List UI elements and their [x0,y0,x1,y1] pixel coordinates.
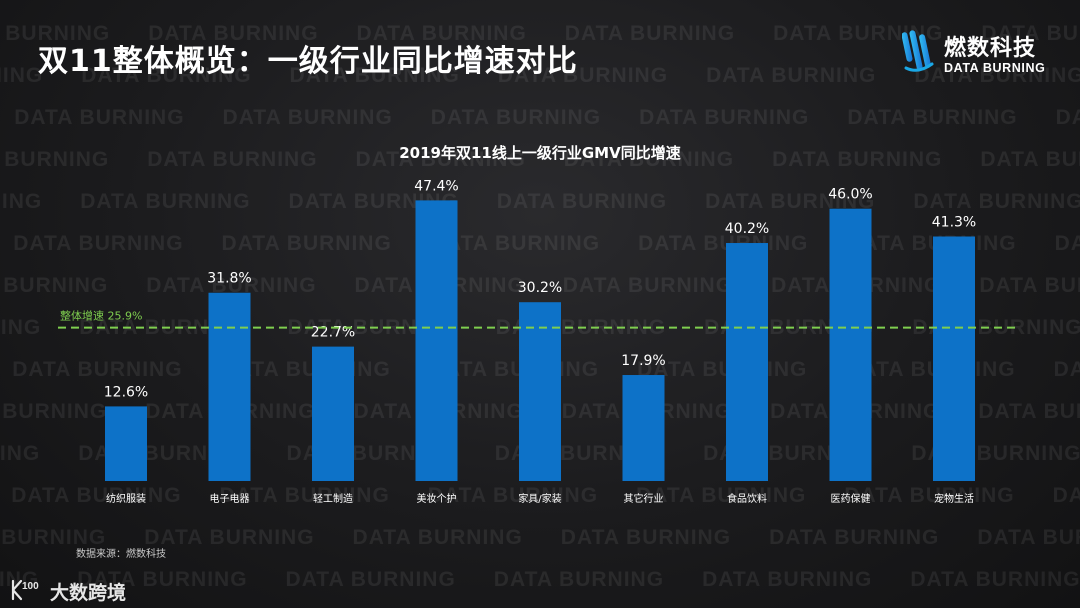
data-label: 41.3% [932,215,976,231]
logo-name-cn: 燃数科技 [944,36,1037,61]
category-label: 食品饮料 [727,492,767,505]
data-label: 30.2% [518,280,562,296]
category-label: 纺织服装 [106,492,146,505]
bar [829,208,872,481]
data-label: 12.6% [104,384,148,400]
page-title: 双11整体概览：一级行业同比增速对比 [38,44,578,79]
footer-brand-text: 大数跨境 [50,582,127,604]
category-label: 轻工制造 [313,492,353,505]
bar [726,243,768,481]
category-label: 美妆个护 [417,492,457,505]
category-label: 宠物生活 [934,492,974,505]
k100-logo-icon: 100 [11,579,39,601]
data-label: 46.0% [828,187,872,203]
category-label: 医药保健 [831,492,871,505]
category-label: 其它行业 [624,492,664,505]
source-note: 数据来源：燃数科技 [76,549,166,560]
data-label: 17.9% [621,353,665,369]
bar [105,406,147,481]
bar [622,375,665,481]
bar [312,346,354,481]
data-label: 47.4% [414,178,458,194]
bar [415,200,458,481]
bar [519,302,561,481]
brand-logo: 燃数科技 DATA BURNING [902,28,1052,78]
data-label: 40.2% [725,221,769,237]
category-label: 家具/家装 [518,492,561,505]
svg-text:100: 100 [22,581,39,592]
reference-line-label: 整体增速 25.9% [60,309,142,323]
bar [933,236,975,481]
data-burning-logo-icon [902,30,934,72]
logo-name-en: DATA BURNING [944,61,1046,75]
category-label: 电子电器 [210,492,250,505]
bar-chart: 12.6%纺织服装31.8%电子电器22.7%轻工制造47.4%美妆个护30.2… [58,178,1018,505]
data-label: 31.8% [207,271,251,287]
chart-title: 2019年双11线上一级行业GMV同比增速 [399,144,681,162]
bar [208,292,251,481]
